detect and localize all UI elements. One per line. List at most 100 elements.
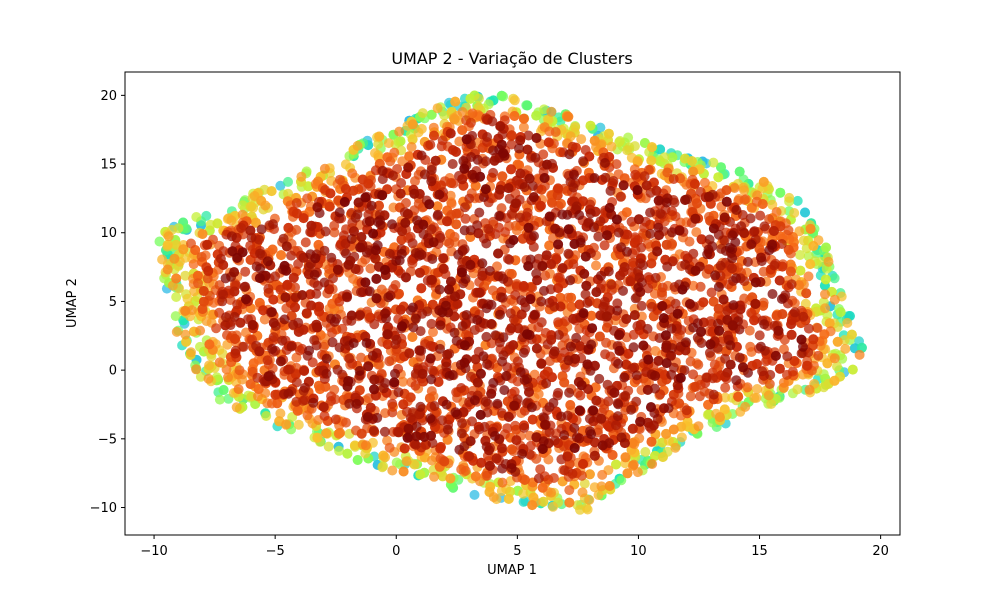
scatter-point [789, 356, 800, 366]
scatter-point [546, 106, 557, 117]
scatter-point [460, 202, 470, 213]
scatter-point [490, 330, 501, 341]
scatter-point [670, 442, 681, 453]
scatter-point [181, 223, 192, 234]
scatter-point [752, 384, 763, 394]
scatter-point [272, 398, 283, 409]
scatter-point [478, 351, 489, 362]
scatter-point [847, 364, 858, 375]
scatter-point [370, 253, 381, 264]
scatter-point [714, 412, 725, 423]
scatter-point [476, 457, 487, 468]
scatter-point [798, 311, 809, 322]
scatter-point [609, 387, 620, 398]
scatter-point [497, 463, 508, 474]
scatter-point [192, 270, 203, 281]
scatter-point [439, 456, 450, 467]
scatter-point [442, 424, 453, 435]
scatter-points [154, 90, 867, 515]
scatter-point [784, 192, 795, 203]
scatter-point [722, 367, 733, 378]
scatter-point [538, 496, 549, 507]
scatter-point [410, 380, 421, 391]
scatter-point [657, 301, 668, 312]
scatter-point [218, 385, 229, 395]
scatter-point [503, 183, 514, 194]
scatter-point [182, 293, 193, 304]
scatter-point [487, 285, 498, 296]
scatter-point [709, 359, 720, 370]
scatter-point [620, 390, 631, 401]
scatter-point [415, 469, 426, 480]
scatter-point [337, 323, 348, 334]
scatter-point [704, 347, 715, 358]
scatter-point [335, 174, 345, 185]
scatter-point [425, 353, 436, 364]
scatter-point [646, 155, 657, 166]
scatter-point [661, 239, 672, 250]
scatter-point [305, 249, 316, 260]
scatter-point [344, 398, 355, 409]
scatter-point [180, 270, 191, 281]
scatter-point [266, 307, 277, 318]
scatter-point [515, 168, 526, 179]
scatter-point [332, 364, 343, 375]
scatter-point [514, 212, 525, 223]
scatter-point [822, 358, 833, 369]
scatter-point [653, 222, 664, 233]
scatter-point [701, 372, 712, 383]
scatter-point [369, 319, 380, 330]
scatter-point [613, 169, 624, 180]
scatter-point [611, 420, 621, 431]
scatter-point [832, 336, 843, 347]
scatter-point [627, 423, 638, 434]
scatter-point [553, 387, 564, 398]
scatter-point [441, 361, 452, 372]
scatter-point [686, 156, 697, 167]
scatter-point [565, 400, 576, 410]
scatter-point [355, 310, 365, 321]
scatter-point [456, 428, 467, 439]
scatter-point [454, 170, 464, 181]
scatter-point [288, 272, 299, 283]
scatter-point [407, 238, 418, 249]
scatter-point [283, 176, 293, 187]
scatter-point [456, 383, 467, 393]
scatter-point [325, 188, 336, 199]
scatter-point [555, 292, 566, 303]
scatter-point [503, 493, 514, 504]
scatter-point [506, 164, 517, 175]
scatter-point [396, 178, 407, 188]
scatter-point [303, 181, 314, 192]
scatter-point [840, 343, 851, 354]
scatter-point [618, 285, 628, 296]
scatter-point [582, 297, 593, 308]
scatter-point [418, 229, 429, 239]
scatter-point [602, 379, 613, 390]
scatter-point [595, 122, 606, 133]
scatter-point [260, 200, 271, 211]
scatter-point [387, 398, 398, 409]
scatter-point [599, 296, 610, 307]
scatter-point [530, 152, 541, 163]
scatter-point [716, 162, 726, 173]
scatter-point [457, 125, 468, 136]
scatter-point [613, 399, 624, 410]
scatter-point [591, 260, 601, 271]
scatter-point [649, 383, 660, 394]
scatter-point [319, 277, 330, 288]
scatter-point [641, 180, 652, 191]
scatter-point [223, 372, 233, 383]
scatter-point [293, 317, 304, 328]
scatter-point [283, 222, 294, 233]
scatter-point [426, 176, 437, 187]
scatter-point [608, 176, 619, 186]
scatter-point [586, 310, 597, 321]
scatter-point [725, 359, 736, 370]
scatter-point [356, 183, 367, 194]
scatter-point [427, 299, 438, 310]
scatter-point [191, 364, 202, 375]
scatter-point [584, 495, 595, 505]
scatter-point [465, 371, 476, 382]
scatter-point [193, 278, 203, 289]
